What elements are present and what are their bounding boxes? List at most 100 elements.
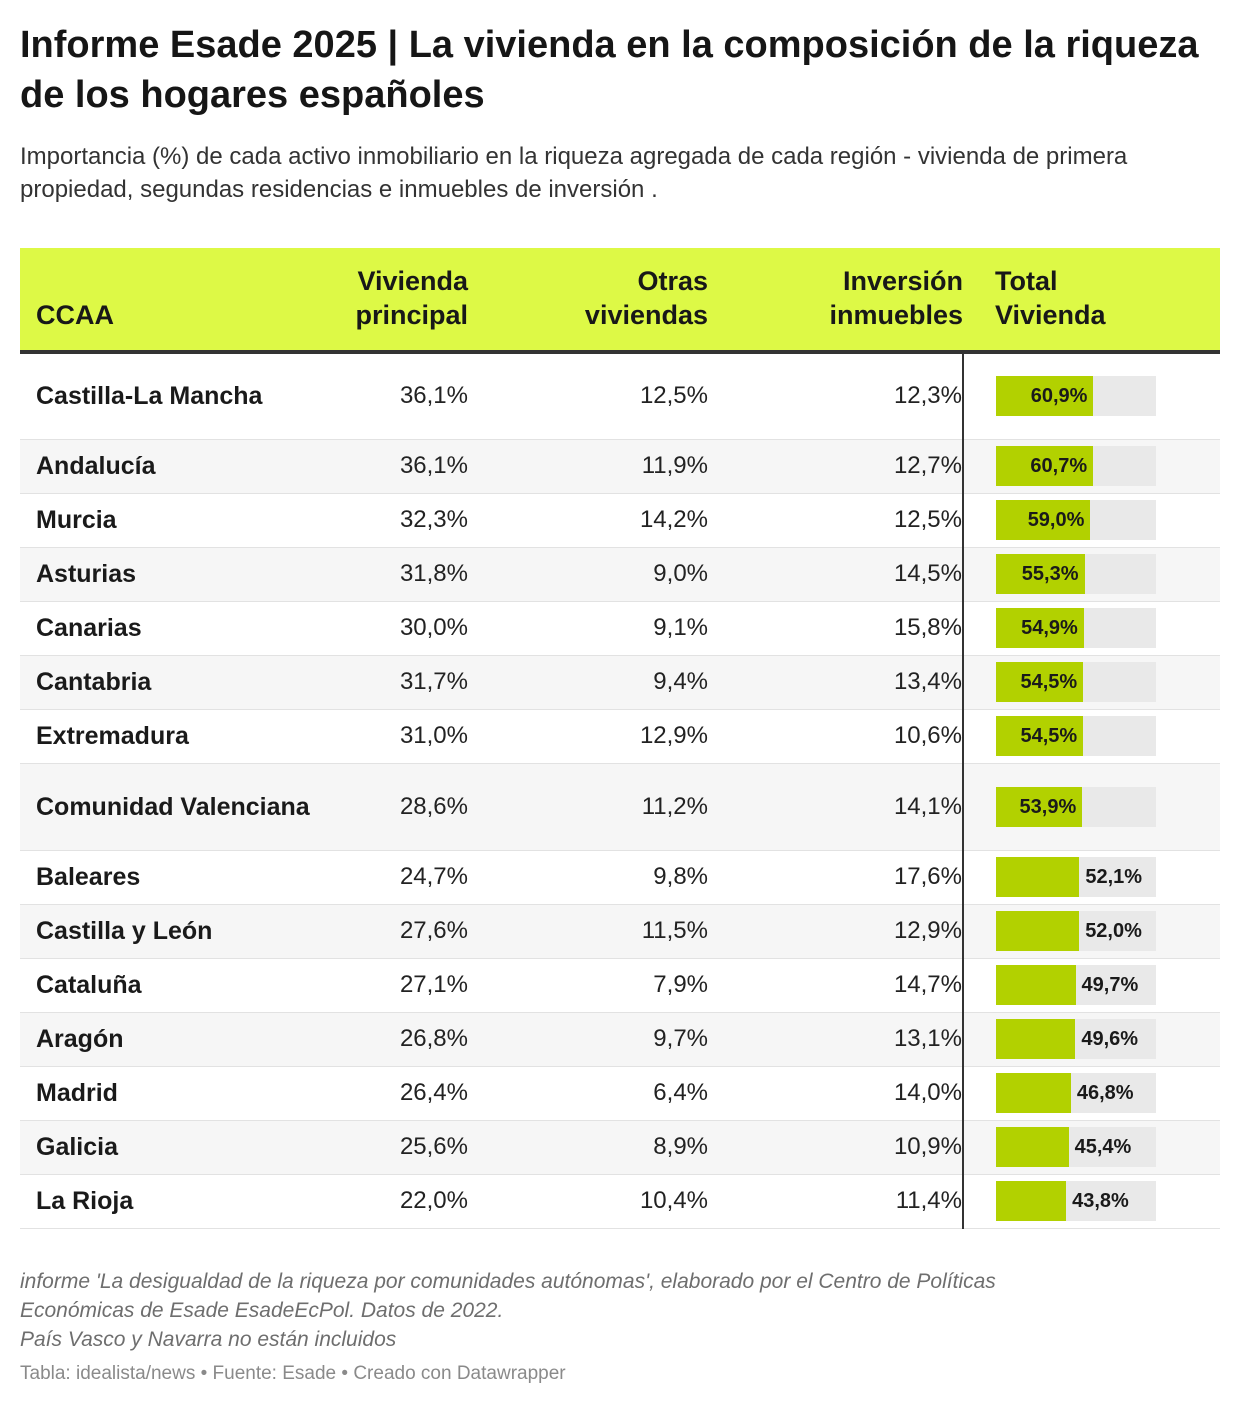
total-bar-track: 49,7% [996, 965, 1156, 1005]
cell-otras-viviendas: 12,5% [468, 352, 708, 440]
source-line: Tabla: idealista/news • Fuente: Esade • … [20, 1363, 566, 1384]
header-total-vivienda[interactable]: Total Vivienda [963, 248, 1220, 354]
header-inversion-inmuebles-line-1: Inversión [842, 266, 963, 296]
total-bar-label: 46,8% [1076, 1082, 1134, 1104]
header-vivienda-principal-line-1: Vivienda [357, 266, 468, 296]
total-bar-label: 53,9% [1019, 795, 1077, 818]
cell-ccaa: Cataluña [20, 958, 320, 1013]
cell-vivienda-principal: 32,3% [320, 493, 468, 548]
header-otras-viviendas-line-2: viviendas [584, 300, 708, 330]
total-bar-track: 46,8% [996, 1073, 1156, 1113]
cell-vivienda-principal: 27,6% [320, 904, 468, 959]
header-ccaa[interactable]: CCAA [20, 248, 320, 354]
cell-otras-viviendas: 11,9% [468, 439, 708, 494]
cell-inversion-inmuebles: 10,9% [708, 1120, 963, 1175]
header-otras-viviendas[interactable]: Otras viviendas [468, 248, 708, 354]
cell-inversion-inmuebles: 11,4% [708, 1174, 963, 1229]
chart-subtitle: Importancia (%) de cada activo inmobilia… [20, 143, 1128, 203]
total-bar-label: 45,4% [1074, 1136, 1132, 1158]
cell-total-vivienda: 49,6% [962, 1012, 1220, 1067]
total-bar [996, 1073, 1071, 1113]
header-total-vivienda-line-1: Total [995, 266, 1058, 296]
cell-inversion-inmuebles: 14,5% [708, 547, 963, 602]
cell-otras-viviendas: 8,9% [468, 1120, 708, 1175]
cell-ccaa: Comunidad Valenciana [20, 763, 320, 851]
table-row: Castilla y León 27,6% 11,5% 12,9% 52,0% [20, 904, 1220, 959]
cell-otras-viviendas: 9,7% [468, 1012, 708, 1067]
cell-inversion-inmuebles: 13,4% [708, 655, 963, 710]
table-row: Canarias 30,0% 9,1% 15,8% 54,9% [20, 601, 1220, 656]
total-bar [996, 716, 1084, 756]
cell-inversion-inmuebles: 14,7% [708, 958, 963, 1013]
cell-total-vivienda: 52,0% [962, 904, 1220, 959]
total-bar-track: 60,9% [996, 376, 1156, 417]
cell-total-vivienda: 53,9% [962, 763, 1220, 851]
header-ccaa-line: CCAA [36, 300, 114, 330]
cell-ccaa: Baleares [20, 850, 320, 905]
cell-vivienda-principal: 31,8% [320, 547, 468, 602]
cell-vivienda-principal: 25,6% [320, 1120, 468, 1175]
total-bar-track: 52,0% [996, 911, 1156, 951]
table-row: Andalucía 36,1% 11,9% 12,7% 60,7% [20, 439, 1220, 494]
cell-total-vivienda: 43,8% [962, 1174, 1220, 1229]
total-bar-label: 49,7% [1081, 974, 1139, 996]
table-row: Aragón 26,8% 9,7% 13,1% 49,6% [20, 1012, 1220, 1067]
cell-ccaa: Extremadura [20, 709, 320, 764]
total-bar-label: 55,3% [1021, 563, 1079, 585]
total-bar-label: 52,1% [1085, 866, 1143, 888]
cell-vivienda-principal: 31,7% [320, 655, 468, 710]
cell-otras-viviendas: 10,4% [468, 1174, 708, 1229]
total-bar [996, 500, 1091, 540]
table-header: CCAA Vivienda principal Otras viviendas … [20, 248, 1220, 354]
total-bar-track: 43,8% [996, 1181, 1156, 1221]
total-bar-track: 55,3% [996, 554, 1156, 594]
total-bar-track: 52,1% [996, 857, 1156, 897]
table-row: La Rioja 22,0% 10,4% 11,4% 43,8% [20, 1174, 1220, 1229]
total-bar-label: 54,9% [1021, 617, 1078, 639]
cell-ccaa: Murcia [20, 493, 320, 548]
table-row: Madrid 26,4% 6,4% 14,0% 46,8% [20, 1066, 1220, 1121]
total-bar [996, 1019, 1076, 1059]
note-line-3: País Vasco y Navarra no están incluidos [20, 1328, 397, 1351]
total-bar [996, 446, 1094, 486]
cell-vivienda-principal: 26,4% [320, 1066, 468, 1121]
total-bar [996, 608, 1084, 648]
cell-inversion-inmuebles: 17,6% [708, 850, 963, 905]
total-bar-label: 59,0% [1027, 509, 1085, 531]
cell-inversion-inmuebles: 13,1% [708, 1012, 963, 1067]
total-bar-label: 54,5% [1020, 725, 1078, 747]
cell-total-vivienda: 54,5% [962, 655, 1220, 710]
total-bar-label: 54,5% [1020, 671, 1078, 693]
cell-total-vivienda: 59,0% [962, 493, 1220, 548]
cell-ccaa: Castilla-La Mancha [20, 352, 320, 440]
cell-ccaa: La Rioja [20, 1174, 320, 1229]
total-bar [996, 1181, 1067, 1221]
note-line-2: Económicas de Esade EsadeEcPol. Datos de… [20, 1299, 504, 1322]
cell-vivienda-principal: 28,6% [320, 763, 468, 851]
total-bar-label: 60,7% [1030, 455, 1088, 477]
cell-otras-viviendas: 11,5% [468, 904, 708, 959]
cell-inversion-inmuebles: 12,5% [708, 493, 963, 548]
table-row: Cataluña 27,1% 7,9% 14,7% 49,7% [20, 958, 1220, 1013]
total-bar-track: 45,4% [996, 1127, 1156, 1167]
header-total-vivienda-line-2: Vivienda [995, 300, 1106, 330]
header-inversion-inmuebles[interactable]: Inversión inmuebles [708, 248, 963, 354]
cell-ccaa: Asturias [20, 547, 320, 602]
cell-inversion-inmuebles: 12,3% [708, 352, 963, 440]
table-row: Extremadura 31,0% 12,9% 10,6% 54,5% [20, 709, 1220, 764]
total-bar [996, 554, 1085, 594]
cell-otras-viviendas: 7,9% [468, 958, 708, 1013]
header-vivienda-principal[interactable]: Vivienda principal [320, 248, 468, 354]
cell-vivienda-principal: 30,0% [320, 601, 468, 656]
total-bar-label: 52,0% [1085, 920, 1142, 942]
data-table: CCAA Vivienda principal Otras viviendas … [20, 248, 1220, 1229]
total-bar-track: 54,5% [996, 716, 1156, 756]
total-bar-track: 53,9% [996, 786, 1156, 827]
cell-ccaa: Andalucía [20, 439, 320, 494]
cell-otras-viviendas: 11,2% [468, 763, 708, 851]
cell-inversion-inmuebles: 10,6% [708, 709, 963, 764]
cell-total-vivienda: 55,3% [962, 547, 1220, 602]
cell-vivienda-principal: 24,7% [320, 850, 468, 905]
cell-otras-viviendas: 12,9% [468, 709, 708, 764]
